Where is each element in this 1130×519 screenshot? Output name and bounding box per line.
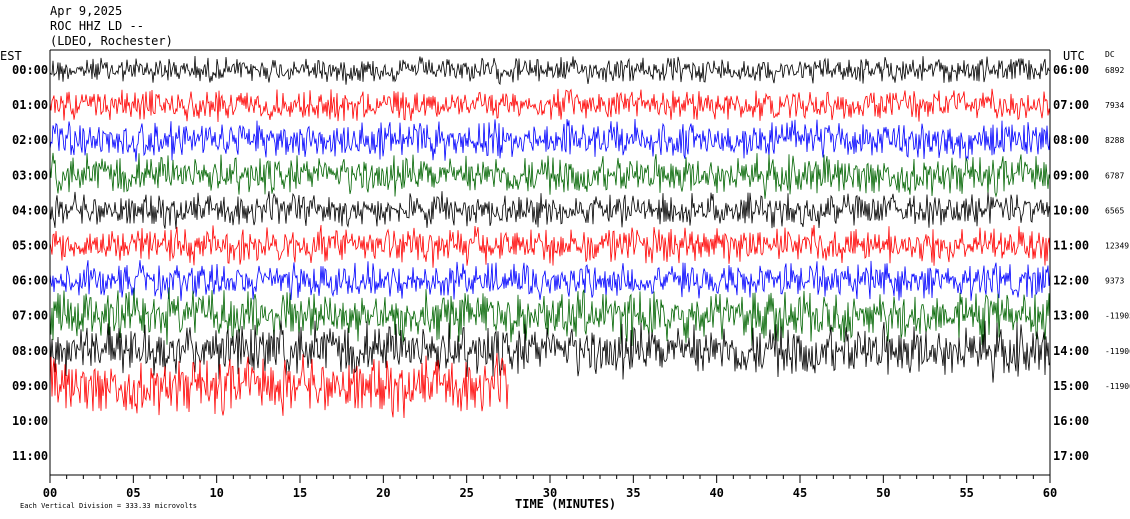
- est-hour-label: 00:00: [12, 63, 48, 77]
- utc-axis-label: UTC: [1063, 49, 1085, 63]
- x-tick-label: 20: [376, 486, 390, 500]
- trace-0000: [49, 55, 1051, 86]
- x-tick-label: 55: [959, 486, 973, 500]
- x-tick-label: 10: [209, 486, 223, 500]
- trace-0600: [49, 260, 1051, 301]
- x-tick-label: 05: [126, 486, 140, 500]
- utc-hour-label: 15:00: [1053, 379, 1089, 393]
- dc-offset-label: 6892: [1105, 66, 1124, 75]
- est-hour-label: 11:00: [12, 449, 48, 463]
- trace-0200: [49, 118, 1051, 162]
- trace-0100: [49, 88, 1051, 123]
- utc-hour-label: 13:00: [1053, 309, 1089, 323]
- utc-hour-label: 07:00: [1053, 98, 1089, 112]
- header-date: Apr 9,2025: [50, 4, 122, 18]
- dc-offset-labels: 6892 7934 8288 6787 6565 12349 9373 -1190536 -11…: [1105, 66, 1130, 391]
- est-hour-label: 10:00: [12, 414, 48, 428]
- utc-hour-label: 14:00: [1053, 344, 1089, 358]
- header-station: ROC HHZ LD --: [50, 19, 144, 33]
- dc-offset-label: -1190689: [1105, 347, 1130, 356]
- x-tick-label: 00: [43, 486, 57, 500]
- dc-offset-label: -1190044: [1105, 382, 1130, 391]
- utc-hour-label: 08:00: [1053, 133, 1089, 147]
- x-tick-label: 25: [459, 486, 473, 500]
- x-tick-label: 35: [626, 486, 640, 500]
- est-hour-label: 04:00: [12, 203, 48, 217]
- x-tick-label: 50: [876, 486, 890, 500]
- trace-0400: [49, 191, 1051, 230]
- dc-axis-label: DC: [1105, 50, 1115, 59]
- utc-hour-labels: 06:00 07:00 08:00 09:00 10:00 11:00 12:00 13:00…: [1053, 63, 1089, 463]
- x-tick-label: 15: [293, 486, 307, 500]
- est-hour-label: 02:00: [12, 133, 48, 147]
- utc-hour-label: 16:00: [1053, 414, 1089, 428]
- est-hour-label: 06:00: [12, 274, 48, 288]
- x-axis-ticks: 00 05 10 15 20 25 30 35 40 45 50 55 60: [43, 475, 1057, 500]
- x-tick-label: 60: [1043, 486, 1057, 500]
- dc-offset-label: 6787: [1105, 171, 1124, 180]
- x-axis-label: TIME (MINUTES): [515, 497, 616, 511]
- x-tick-label: 45: [793, 486, 807, 500]
- est-hour-labels: 00:00 01:00 02:00 03:00 04:00 05:00 06:00 07:00…: [12, 63, 48, 463]
- dc-offset-label: 12349: [1105, 242, 1129, 251]
- dc-offset-label: 7934: [1105, 101, 1124, 110]
- utc-hour-label: 10:00: [1053, 203, 1089, 217]
- trace-0300: [49, 152, 1051, 199]
- dc-offset-label: -1190536: [1105, 312, 1130, 321]
- header-network: (LDEO, Rochester): [50, 34, 173, 48]
- utc-hour-label: 06:00: [1053, 63, 1089, 77]
- x-tick-label: 30: [543, 486, 557, 500]
- utc-hour-label: 17:00: [1053, 449, 1089, 463]
- dc-offset-label: 6565: [1105, 206, 1124, 215]
- trace-0700: [49, 287, 1051, 347]
- seismogram-traces: [49, 55, 1051, 419]
- scale-footnote: Each Vertical Division = 333.33 microvol…: [20, 502, 197, 510]
- est-axis-label: EST: [0, 49, 22, 63]
- trace-0900: [49, 352, 509, 419]
- est-hour-label: 08:00: [12, 344, 48, 358]
- dc-offset-label: 9373: [1105, 277, 1124, 286]
- est-hour-label: 09:00: [12, 379, 48, 393]
- est-hour-label: 03:00: [12, 168, 48, 182]
- est-hour-label: 01:00: [12, 98, 48, 112]
- x-tick-label: 40: [709, 486, 723, 500]
- trace-0800: [49, 320, 1051, 383]
- est-hour-label: 05:00: [12, 239, 48, 253]
- utc-hour-label: 12:00: [1053, 274, 1089, 288]
- dc-offset-label: 8288: [1105, 136, 1124, 145]
- utc-hour-label: 09:00: [1053, 168, 1089, 182]
- utc-hour-label: 11:00: [1053, 239, 1089, 253]
- trace-0500: [49, 224, 1051, 268]
- est-hour-label: 07:00: [12, 309, 48, 323]
